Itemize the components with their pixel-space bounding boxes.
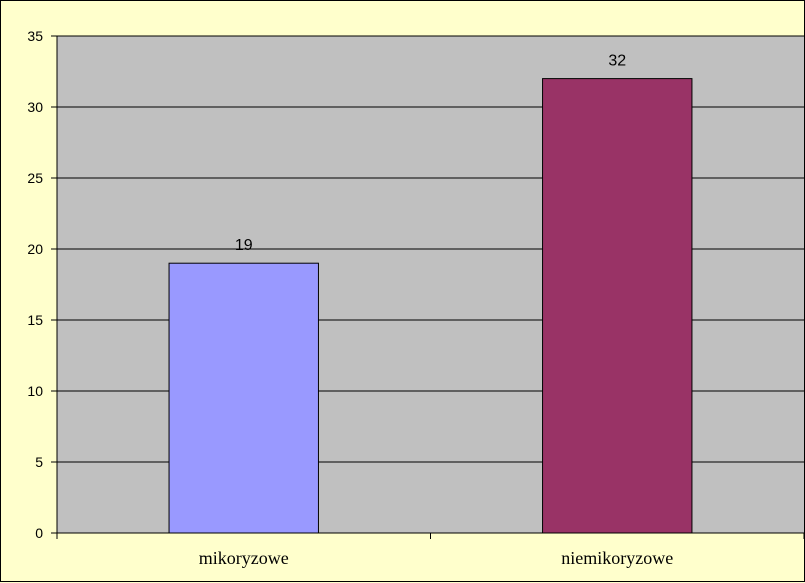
axes [56, 36, 805, 539]
bar-mikoryzowe [168, 262, 319, 534]
y-tick-label: 10 [27, 383, 43, 399]
bar-niemikoryzowe [542, 78, 693, 534]
y-tick-label: 25 [27, 170, 43, 186]
y-tick-label: 0 [35, 525, 43, 541]
y-tick-label: 20 [27, 241, 43, 257]
bars [168, 78, 693, 534]
x-category-label: mikoryzowe [199, 548, 289, 568]
y-tick-label: 35 [27, 28, 43, 44]
data-label: 19 [235, 237, 253, 254]
x-axis-labels: mikoryzowe niemikoryzowe [199, 548, 673, 568]
y-tick-label: 5 [35, 454, 43, 470]
y-axis-ticks: 0 5 10 15 20 25 30 35 [27, 28, 57, 541]
data-label: 32 [608, 53, 626, 70]
x-category-label: niemikoryzowe [561, 548, 673, 568]
y-tick-label: 30 [27, 99, 43, 115]
y-tick-label: 15 [27, 312, 43, 328]
